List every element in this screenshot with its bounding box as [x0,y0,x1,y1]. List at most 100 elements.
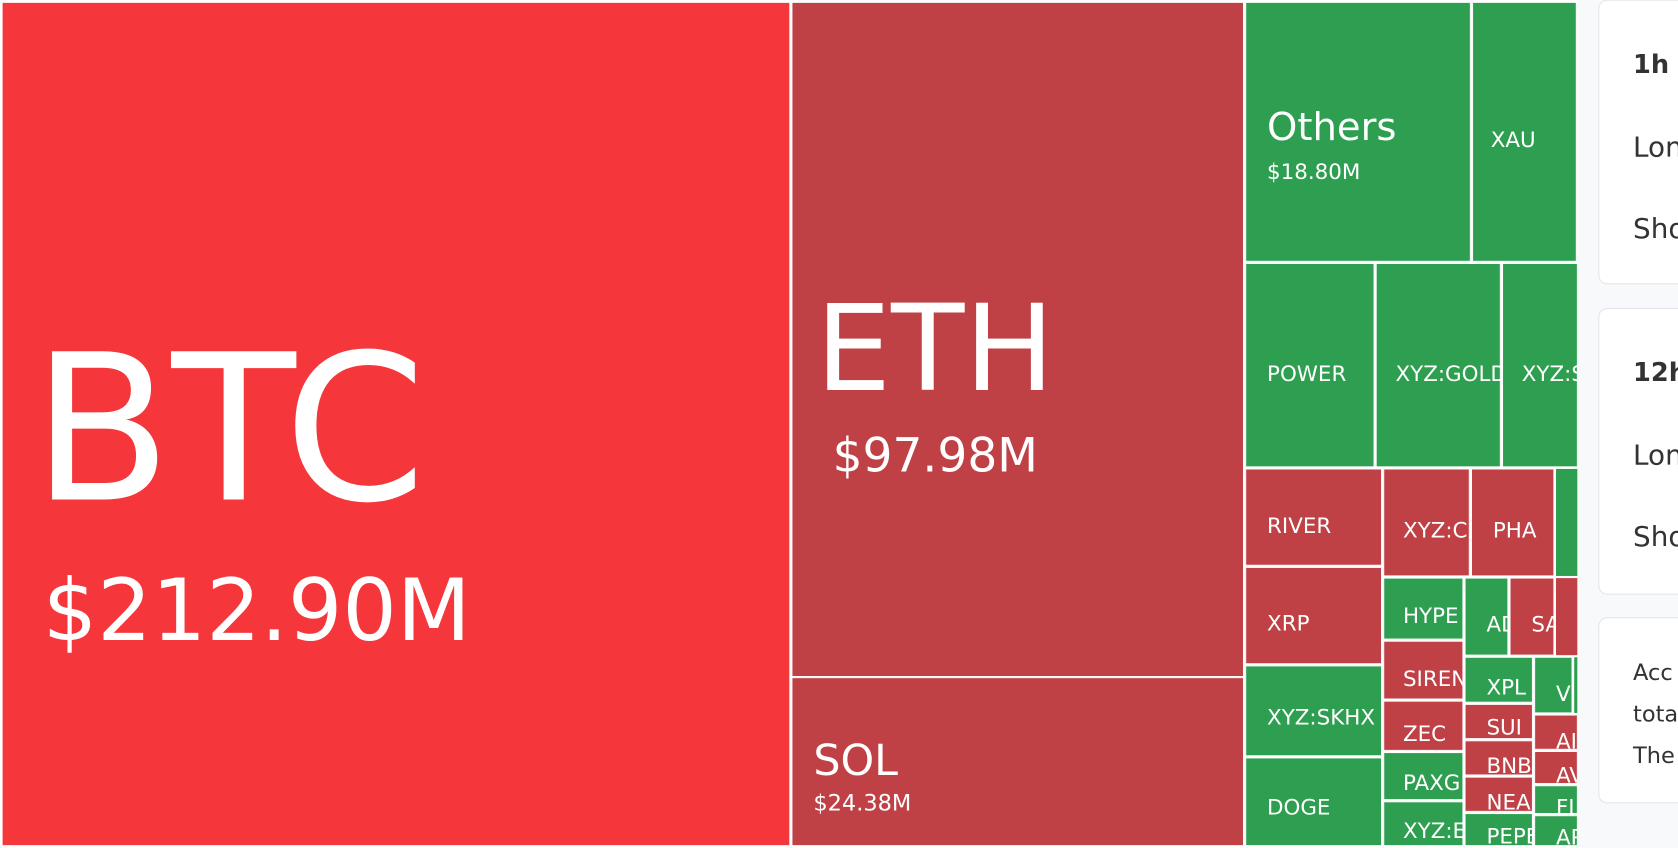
card-line: tota [1633,702,1678,728]
tile-label: XRP [1267,612,1310,637]
tile-rect [1383,641,1463,700]
tile-rect [1383,701,1463,751]
side-panel: 1h Lon Sho 12h Lon Sho Acc tota The [1577,0,1678,848]
tile: XAU [1472,2,1577,262]
tile: RIVER [1245,468,1382,566]
tile-label: FI [1556,796,1575,821]
tile-label: RIVER [1267,514,1331,539]
tile-rect [1245,468,1382,566]
tile: SA [1509,578,1560,656]
tile: AV [1534,751,1578,784]
tile: V [1534,657,1573,713]
tile-label: PAXG [1403,771,1460,796]
tile: Others $18.80M [1245,2,1471,262]
tile-label: SOL [813,736,898,786]
card-line: Sho [1633,520,1678,553]
tile-label: XYZ:SKHX [1267,706,1375,731]
card-line: Lon [1633,439,1678,472]
tile: PEPE [1465,813,1533,846]
tile-sliver [1556,578,1578,656]
tile-label: BTC [32,310,426,547]
tile-sliver [1574,657,1578,713]
tile: PHA [1471,468,1554,576]
tile-rect [1245,665,1382,756]
tile-sliver [1556,468,1578,576]
tile-rect [1245,2,1471,262]
tile-rect [1465,704,1533,739]
tile: XPL [1465,657,1533,703]
tile-rect [1465,740,1533,776]
tile: XYZ:C [1383,468,1470,576]
tile-rect [1472,2,1577,262]
tile-rect [1465,777,1533,812]
tile-label: NEA [1486,790,1531,815]
tile-rect [1383,578,1463,640]
tile-label: HYPE [1403,604,1459,629]
tile: BNB [1465,740,1533,779]
tile: SIREN [1383,641,1467,700]
tile: XYZ:S [1502,263,1585,467]
tile: AI [1534,715,1578,754]
tile-label: Others [1267,105,1396,150]
tile-label: ZEC [1403,722,1446,747]
tile: XYZ:E [1383,801,1466,846]
card [1598,0,1678,285]
tile-rect [1465,657,1533,703]
tile: AP [1534,815,1584,848]
tile-label: AI [1556,729,1577,754]
tile: ETH $97.98M [791,2,1244,677]
card [1598,307,1678,595]
tile-rect [1465,578,1508,656]
tile-label: PHA [1493,518,1537,543]
tile: SUI [1465,704,1533,739]
tile-rect [791,677,1244,846]
card-title: 12h [1633,358,1678,388]
card [1598,617,1678,804]
tile-label: BNB [1486,754,1531,779]
tile-label: SIREN [1403,667,1467,692]
tile-rect [1245,757,1382,846]
tile: XYZ:SKHX [1245,665,1382,756]
card-line: Acc [1633,660,1673,686]
tile-label: AP [1556,826,1584,848]
tile: POWER [1245,263,1375,467]
tile-rect [1383,468,1470,576]
tile-rect [1471,468,1554,576]
tile-rect [1534,785,1578,814]
tile-rect [1534,715,1578,750]
tile-label: XYZ:E [1403,819,1466,844]
tile-rect [1534,657,1573,713]
tile-label: DOGE [1267,796,1330,821]
tile-label: POWER [1267,362,1346,387]
tile: SOL $24.38M [791,677,1244,846]
tile-label: XAU [1491,128,1536,153]
tile-label: SA [1531,613,1560,638]
tile-value: $24.38M [813,791,911,817]
tile-label: XYZ:C [1403,518,1468,543]
tile-label: XPL [1486,676,1526,701]
tile-label: V [1556,682,1571,707]
card-title: 1h [1633,50,1669,80]
tile: HYPE [1383,578,1463,640]
tile-label: XYZ:S [1522,362,1585,387]
tile-rect [1509,578,1554,656]
tile: AD [1465,578,1508,656]
card-line: Lon [1633,130,1678,163]
tile: XRP [1245,567,1382,664]
card-line: Sho [1633,212,1678,245]
tile-rect [1245,263,1375,467]
card-line: The [1632,743,1675,769]
tile: DOGE [1245,757,1382,846]
tile: XYZ:GOLD [1376,263,1501,467]
tile-value: $97.98M [833,429,1038,484]
tile-rect [1383,801,1463,846]
tile-rect [2,2,790,846]
tile: ZEC [1383,701,1463,751]
tile-rect [1534,751,1578,784]
tile-rect [1534,815,1578,846]
tile: FI [1534,785,1578,821]
tile: NEA [1465,777,1533,815]
tile-rect [1465,813,1533,846]
